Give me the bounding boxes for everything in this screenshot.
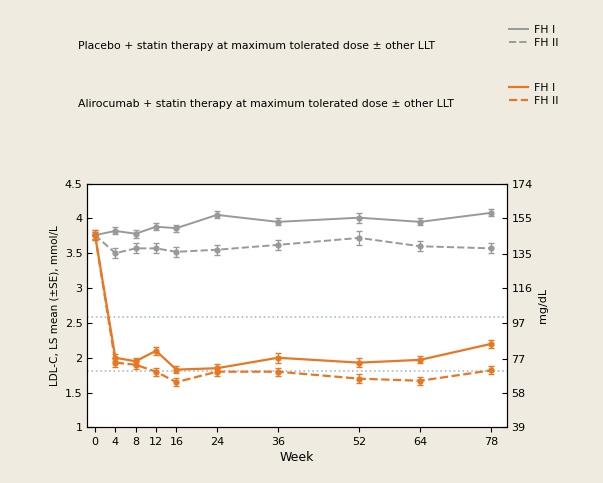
Text: Placebo + statin therapy at maximum tolerated dose ± other LLT: Placebo + statin therapy at maximum tole…	[78, 41, 435, 51]
Legend: FH I, FH II: FH I, FH II	[509, 83, 558, 106]
X-axis label: Week: Week	[280, 451, 314, 464]
Y-axis label: LDL-C, LS mean (±SE), mmol/L: LDL-C, LS mean (±SE), mmol/L	[49, 225, 59, 386]
Legend: FH I, FH II: FH I, FH II	[509, 25, 558, 48]
Y-axis label: mg/dL: mg/dL	[538, 288, 548, 323]
Text: Alirocumab + statin therapy at maximum tolerated dose ± other LLT: Alirocumab + statin therapy at maximum t…	[78, 99, 454, 109]
